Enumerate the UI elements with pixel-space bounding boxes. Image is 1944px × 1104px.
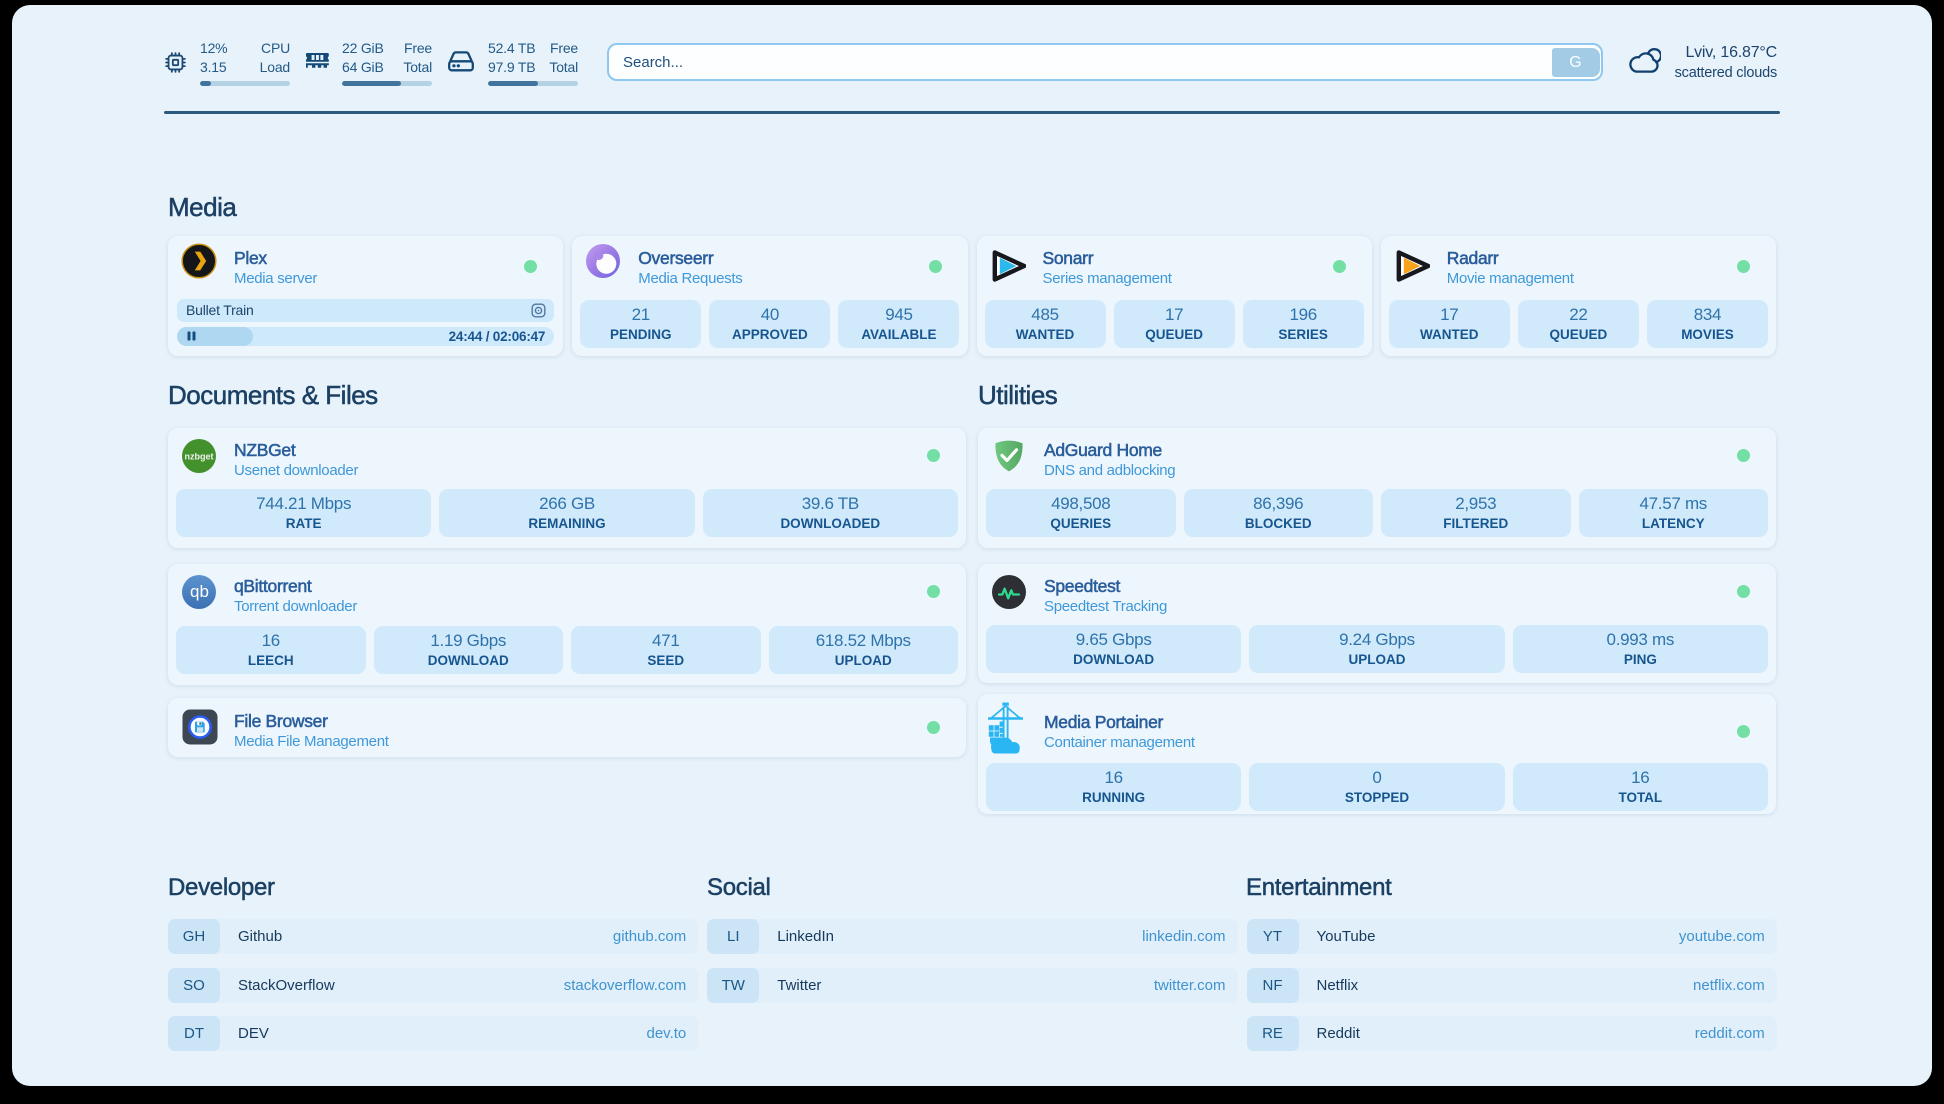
- svg-text:nzbget: nzbget: [185, 452, 214, 462]
- svg-text:qb: qb: [190, 582, 209, 601]
